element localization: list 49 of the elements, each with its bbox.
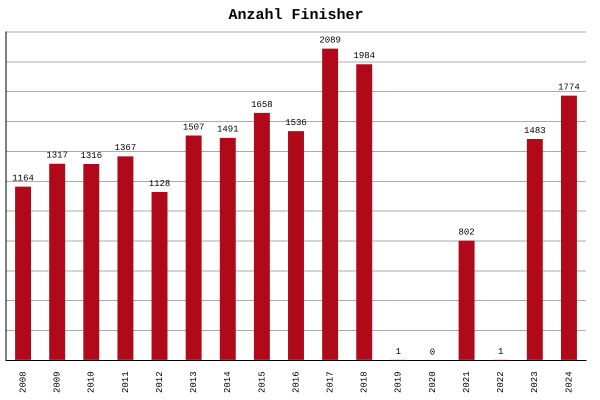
bar <box>288 131 304 360</box>
data-label: 0 <box>430 347 436 358</box>
bar <box>117 156 134 360</box>
x-tick-label: 2019 <box>394 371 404 394</box>
bar <box>458 240 475 360</box>
data-label: 1483 <box>524 126 546 136</box>
data-label: 1984 <box>353 51 376 62</box>
data-label: 1316 <box>80 150 102 161</box>
x-tick-label: 2011 <box>120 371 131 394</box>
x-tick-label: 2015 <box>257 371 268 394</box>
data-label: 2089 <box>319 35 341 46</box>
x-tick-label: 2023 <box>530 371 540 394</box>
x-tick-label: 2013 <box>189 371 200 394</box>
bar <box>83 164 100 360</box>
x-tick-label: 2020 <box>428 371 438 394</box>
bar <box>526 139 543 360</box>
bar <box>186 135 202 360</box>
x-tick-label: 2012 <box>154 371 165 394</box>
bar <box>560 96 577 360</box>
data-label: 1 <box>498 347 504 358</box>
x-tick-label: 2010 <box>86 371 97 394</box>
x-tick-label: 2016 <box>291 371 302 394</box>
bar <box>254 112 270 360</box>
bar <box>49 164 66 360</box>
chart-title: Anzahl Finisher <box>228 6 364 24</box>
data-label: 1 <box>396 347 402 358</box>
x-tick-label: 2014 <box>223 371 234 394</box>
bar <box>220 138 236 360</box>
data-label: 1164 <box>12 174 34 184</box>
data-label: 1774 <box>558 82 580 92</box>
x-tick-label: 2021 <box>462 371 472 394</box>
x-tick-label: 2009 <box>52 371 63 394</box>
bar <box>15 186 32 360</box>
bar <box>152 192 168 360</box>
data-label: 1658 <box>251 100 273 110</box>
data-label: 1128 <box>148 178 170 189</box>
data-label: 1317 <box>46 150 68 161</box>
data-label: 802 <box>458 228 475 238</box>
bar <box>356 64 372 360</box>
data-label: 1367 <box>114 143 136 154</box>
x-tick-label: 2018 <box>360 371 370 394</box>
data-label: 1536 <box>285 118 307 128</box>
bar <box>322 48 338 360</box>
data-label: 1491 <box>216 124 239 135</box>
data-label: 1507 <box>182 122 204 132</box>
x-tick-label: 2022 <box>496 371 506 394</box>
x-tick-label: 2024 <box>564 371 574 394</box>
x-tick-label: 2017 <box>326 371 336 394</box>
x-tick-label: 2008 <box>18 371 28 394</box>
